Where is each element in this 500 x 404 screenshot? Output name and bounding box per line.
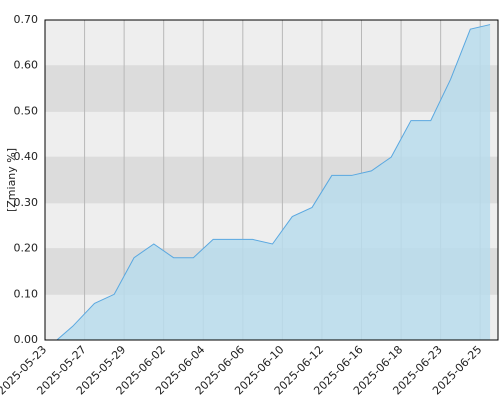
y-axis-label: [Zmiany %] bbox=[5, 148, 18, 212]
y-tick-label: 0.50 bbox=[14, 104, 39, 117]
plot-frame bbox=[44, 19, 499, 341]
line bbox=[56, 24, 491, 341]
y-tick-label: 0.40 bbox=[14, 150, 39, 163]
area bbox=[56, 24, 491, 340]
y-tick-label: 0.30 bbox=[14, 196, 39, 209]
y-tick-label: 0.00 bbox=[14, 333, 39, 346]
y-tick-label: 0.10 bbox=[14, 287, 39, 300]
grid-band bbox=[45, 65, 498, 112]
y-tick-label: 0.20 bbox=[14, 242, 39, 255]
y-tick-label: 0.60 bbox=[14, 59, 39, 72]
y-tick-label: 0.70 bbox=[14, 13, 39, 26]
